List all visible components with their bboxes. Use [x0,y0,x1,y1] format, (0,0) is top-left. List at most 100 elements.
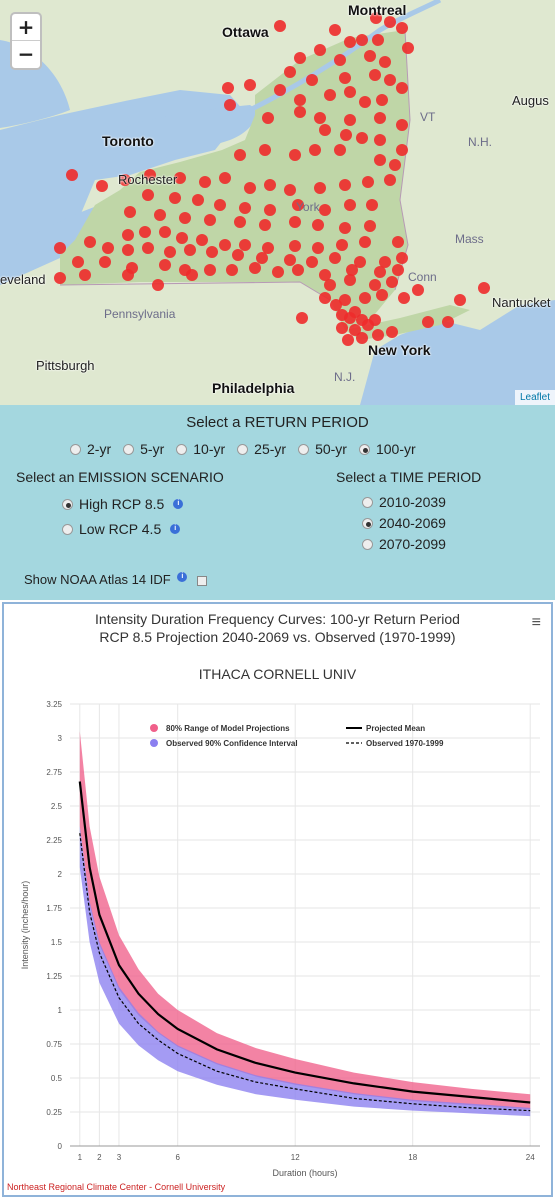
station-marker[interactable] [312,242,324,254]
station-marker[interactable] [392,264,404,276]
station-marker[interactable] [289,240,301,252]
station-marker[interactable] [72,256,84,268]
station-marker[interactable] [119,174,131,186]
station-marker[interactable] [374,266,386,278]
station-marker[interactable] [329,252,341,264]
station-marker[interactable] [359,236,371,248]
station-marker[interactable] [96,180,108,192]
station-marker[interactable] [376,94,388,106]
station-marker[interactable] [324,89,336,101]
station-marker[interactable] [402,42,414,54]
station-marker[interactable] [422,316,434,328]
station-marker[interactable] [384,174,396,186]
station-marker[interactable] [264,204,276,216]
station-marker[interactable] [122,269,134,281]
station-marker[interactable] [142,242,154,254]
legend-item[interactable]: 80% Range of Model Projections [166,724,290,733]
emission-option-low[interactable]: Low RCP 4.5 i [62,521,181,537]
station-marker[interactable] [346,264,358,276]
station-marker[interactable] [334,54,346,66]
station-marker[interactable] [306,256,318,268]
station-marker[interactable] [359,96,371,108]
station-marker[interactable] [226,264,238,276]
station-marker[interactable] [312,219,324,231]
legend-item[interactable]: Observed 90% Confidence Interval [166,739,298,748]
station-marker[interactable] [142,189,154,201]
zoom-in-button[interactable]: + [12,14,40,41]
station-marker[interactable] [362,176,374,188]
station-marker[interactable] [292,264,304,276]
station-marker[interactable] [336,239,348,251]
station-marker[interactable] [199,176,211,188]
zoom-out-button[interactable]: − [17,42,35,66]
station-marker[interactable] [319,269,331,281]
station-marker[interactable] [344,86,356,98]
station-marker[interactable] [79,269,91,281]
station-marker[interactable] [192,194,204,206]
station-marker[interactable] [369,69,381,81]
station-marker[interactable] [186,269,198,281]
station-marker[interactable] [122,244,134,256]
station-marker[interactable] [339,179,351,191]
leaflet-attribution-link[interactable]: Leaflet [514,390,555,405]
station-marker[interactable] [344,274,356,286]
station-marker[interactable] [396,144,408,156]
return-period-option-50yr[interactable]: 50-yr [298,441,347,457]
time-period-option-2040[interactable]: 2040-2069 [362,515,446,531]
station-marker[interactable] [374,112,386,124]
station-marker[interactable] [374,134,386,146]
return-period-option-2yr[interactable]: 2-yr [70,441,111,457]
station-marker[interactable] [319,124,331,136]
station-marker[interactable] [349,324,361,336]
return-period-option-10yr[interactable]: 10-yr [176,441,225,457]
station-marker[interactable] [376,289,388,301]
station-marker[interactable] [386,276,398,288]
station-marker[interactable] [159,226,171,238]
station-marker[interactable] [349,306,361,318]
station-marker[interactable] [289,216,301,228]
station-marker[interactable] [206,246,218,258]
station-marker[interactable] [372,34,384,46]
station-marker[interactable] [356,132,368,144]
station-marker[interactable] [396,119,408,131]
station-marker[interactable] [169,192,181,204]
station-marker[interactable] [339,294,351,306]
station-marker[interactable] [159,259,171,271]
station-marker[interactable] [272,266,284,278]
station-marker[interactable] [124,206,136,218]
legend-item[interactable]: Projected Mean [366,724,425,733]
station-marker[interactable] [454,294,466,306]
station-marker[interactable] [374,154,386,166]
return-period-option-100yr[interactable]: 100-yr [358,441,416,457]
station-marker[interactable] [366,199,378,211]
station-marker[interactable] [344,199,356,211]
station-marker[interactable] [412,284,424,296]
emission-option-high[interactable]: High RCP 8.5 i [62,496,184,512]
station-marker[interactable] [339,72,351,84]
station-marker[interactable] [372,329,384,341]
station-marker[interactable] [232,249,244,261]
station-marker[interactable] [369,279,381,291]
station-marker[interactable] [284,66,296,78]
station-marker[interactable] [478,282,490,294]
station-marker[interactable] [259,144,271,156]
station-marker[interactable] [342,334,354,346]
station-marker[interactable] [330,299,342,311]
station-marker[interactable] [336,322,348,334]
time-period-option-2070[interactable]: 2070-2099 [362,536,446,552]
station-marker[interactable] [359,292,371,304]
station-marker[interactable] [362,319,374,331]
station-marker[interactable] [334,144,346,156]
station-marker[interactable] [234,149,246,161]
station-marker[interactable] [389,159,401,171]
station-marker[interactable] [314,182,326,194]
station-marker[interactable] [309,144,321,156]
station-marker[interactable] [219,172,231,184]
station-marker[interactable] [262,242,274,254]
info-icon[interactable]: i [177,572,188,582]
station-marker[interactable] [398,292,410,304]
station-marker[interactable] [284,184,296,196]
station-marker[interactable] [294,94,306,106]
station-marker[interactable] [356,332,368,344]
station-marker[interactable] [392,236,404,248]
